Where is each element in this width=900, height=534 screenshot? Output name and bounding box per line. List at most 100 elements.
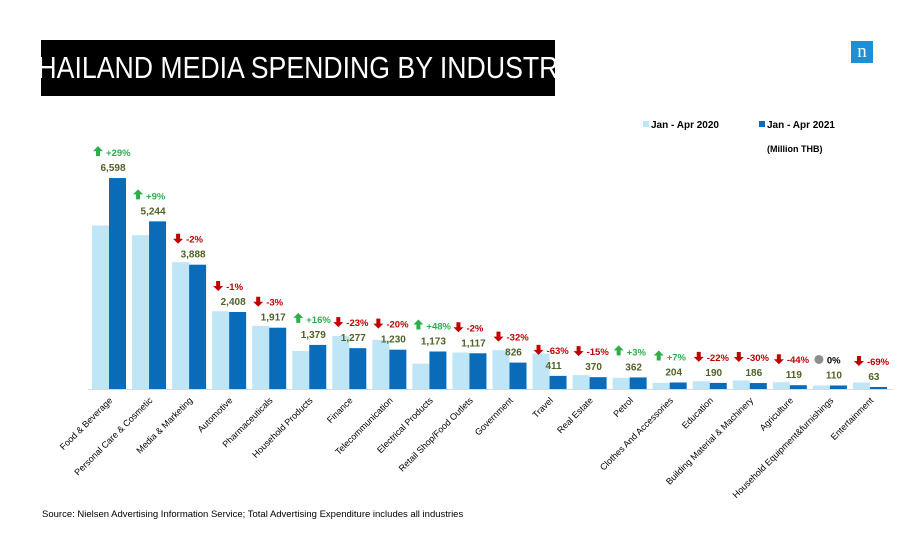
value-label: 119 <box>786 370 803 381</box>
title-banner: THAILAND MEDIA SPENDING BY INDUSTRY <box>21 40 575 96</box>
value-label: 1,230 <box>381 335 406 346</box>
down-arrow-icon <box>493 331 504 342</box>
up-arrow-icon <box>93 146 103 157</box>
change-label: -3% <box>266 298 283 309</box>
category-label: Automotive <box>196 395 235 434</box>
neutral-dot-icon <box>814 354 824 364</box>
value-label: 63 <box>868 372 880 383</box>
bar-2021 <box>829 385 847 389</box>
bar-2021 <box>869 386 887 389</box>
bar-2021 <box>629 377 647 389</box>
category-label: Education <box>680 395 715 430</box>
source-note: Source: Nielsen Advertising Information … <box>42 509 464 520</box>
bar-2021 <box>309 344 327 389</box>
change-label: -63% <box>547 346 570 357</box>
down-arrow-icon <box>453 322 464 333</box>
change-label: -23% <box>346 318 369 329</box>
down-arrow-icon <box>333 317 344 328</box>
category-label: Travel <box>530 395 555 420</box>
change-label: +16% <box>306 315 331 326</box>
category-label: Finance <box>325 395 355 425</box>
bar-2020 <box>492 350 510 389</box>
category-label: Entertainment <box>829 395 876 442</box>
bar-2021 <box>749 383 767 389</box>
up-arrow-icon <box>653 350 664 361</box>
up-arrow-icon <box>613 345 624 356</box>
value-label: 5,244 <box>141 206 166 217</box>
bar-2020 <box>652 382 670 389</box>
bar-2020 <box>852 382 870 389</box>
bar-2021 <box>469 353 487 389</box>
change-label: +3% <box>627 347 647 358</box>
down-arrow-icon <box>773 354 784 365</box>
up-arrow-icon <box>293 312 304 323</box>
down-arrow-icon <box>733 352 744 363</box>
change-label: -69% <box>867 357 890 368</box>
change-label: -2% <box>186 235 203 246</box>
down-arrow-icon <box>213 281 224 292</box>
down-arrow-icon <box>173 233 184 244</box>
category-label: Government <box>473 395 515 437</box>
change-label: +9% <box>146 191 166 202</box>
bar-2021 <box>789 385 807 389</box>
category-label: Building Material & Machinery <box>664 395 756 487</box>
bar-2021 <box>669 382 687 389</box>
bar-2021 <box>509 362 527 389</box>
category-label: Clothes And Accessories <box>598 395 675 472</box>
bar-2020 <box>212 311 230 389</box>
bar-2020 <box>172 262 190 389</box>
down-arrow-icon <box>373 318 384 329</box>
bar-2021 <box>709 382 727 389</box>
value-label: 1,917 <box>261 313 286 324</box>
chart-title: THAILAND MEDIA SPENDING BY INDUSTRY <box>20 50 576 85</box>
value-label: 6,598 <box>100 163 125 174</box>
bar-2020 <box>732 380 750 389</box>
bar-2020 <box>412 363 430 389</box>
down-arrow-icon <box>253 296 264 307</box>
value-label: 370 <box>585 362 602 373</box>
value-label: 1,117 <box>461 338 486 349</box>
category-label: Retail Shop/Food Outlets <box>397 395 476 474</box>
bar-2020 <box>252 325 270 389</box>
value-label: 204 <box>665 367 682 378</box>
change-label: -15% <box>587 347 610 358</box>
category-label: Petrol <box>611 395 635 419</box>
bar-2020 <box>132 235 150 389</box>
change-label: +7% <box>667 352 687 363</box>
bar-2021 <box>349 348 367 389</box>
legend-swatch-2020 <box>643 121 649 127</box>
bar-2021 <box>389 349 407 389</box>
up-arrow-icon <box>413 319 424 330</box>
change-label: +48% <box>426 321 451 332</box>
bar-2020 <box>772 382 790 389</box>
bar-2021 <box>149 221 167 389</box>
bar-2020 <box>452 352 470 389</box>
value-label: 1,173 <box>421 336 446 347</box>
bar-2021 <box>109 178 126 389</box>
bar-2020 <box>372 339 390 389</box>
value-label: 2,408 <box>221 297 246 308</box>
bar-2020 <box>612 377 630 389</box>
down-arrow-icon <box>853 355 864 366</box>
bar-2021 <box>589 377 607 389</box>
unit-note: (Million THB) <box>767 144 823 154</box>
bar-2021 <box>269 327 287 389</box>
bar-2020 <box>572 375 590 389</box>
category-label: Real Estate <box>555 395 595 435</box>
bar-2020 <box>332 335 350 389</box>
bar-2021 <box>189 264 207 389</box>
bar-2020 <box>532 353 550 389</box>
down-arrow-icon <box>693 351 704 362</box>
nielsen-logo-icon: n <box>851 41 873 63</box>
bar-2021 <box>549 375 567 389</box>
change-label: -20% <box>386 320 409 331</box>
change-label: -2% <box>466 323 483 334</box>
change-label: 0% <box>827 355 841 366</box>
value-label: 1,277 <box>341 333 366 344</box>
change-label: -1% <box>226 282 243 293</box>
value-label: 362 <box>625 362 642 373</box>
change-label: -22% <box>707 353 730 364</box>
bar-2020 <box>292 350 310 389</box>
value-label: 190 <box>705 368 722 379</box>
